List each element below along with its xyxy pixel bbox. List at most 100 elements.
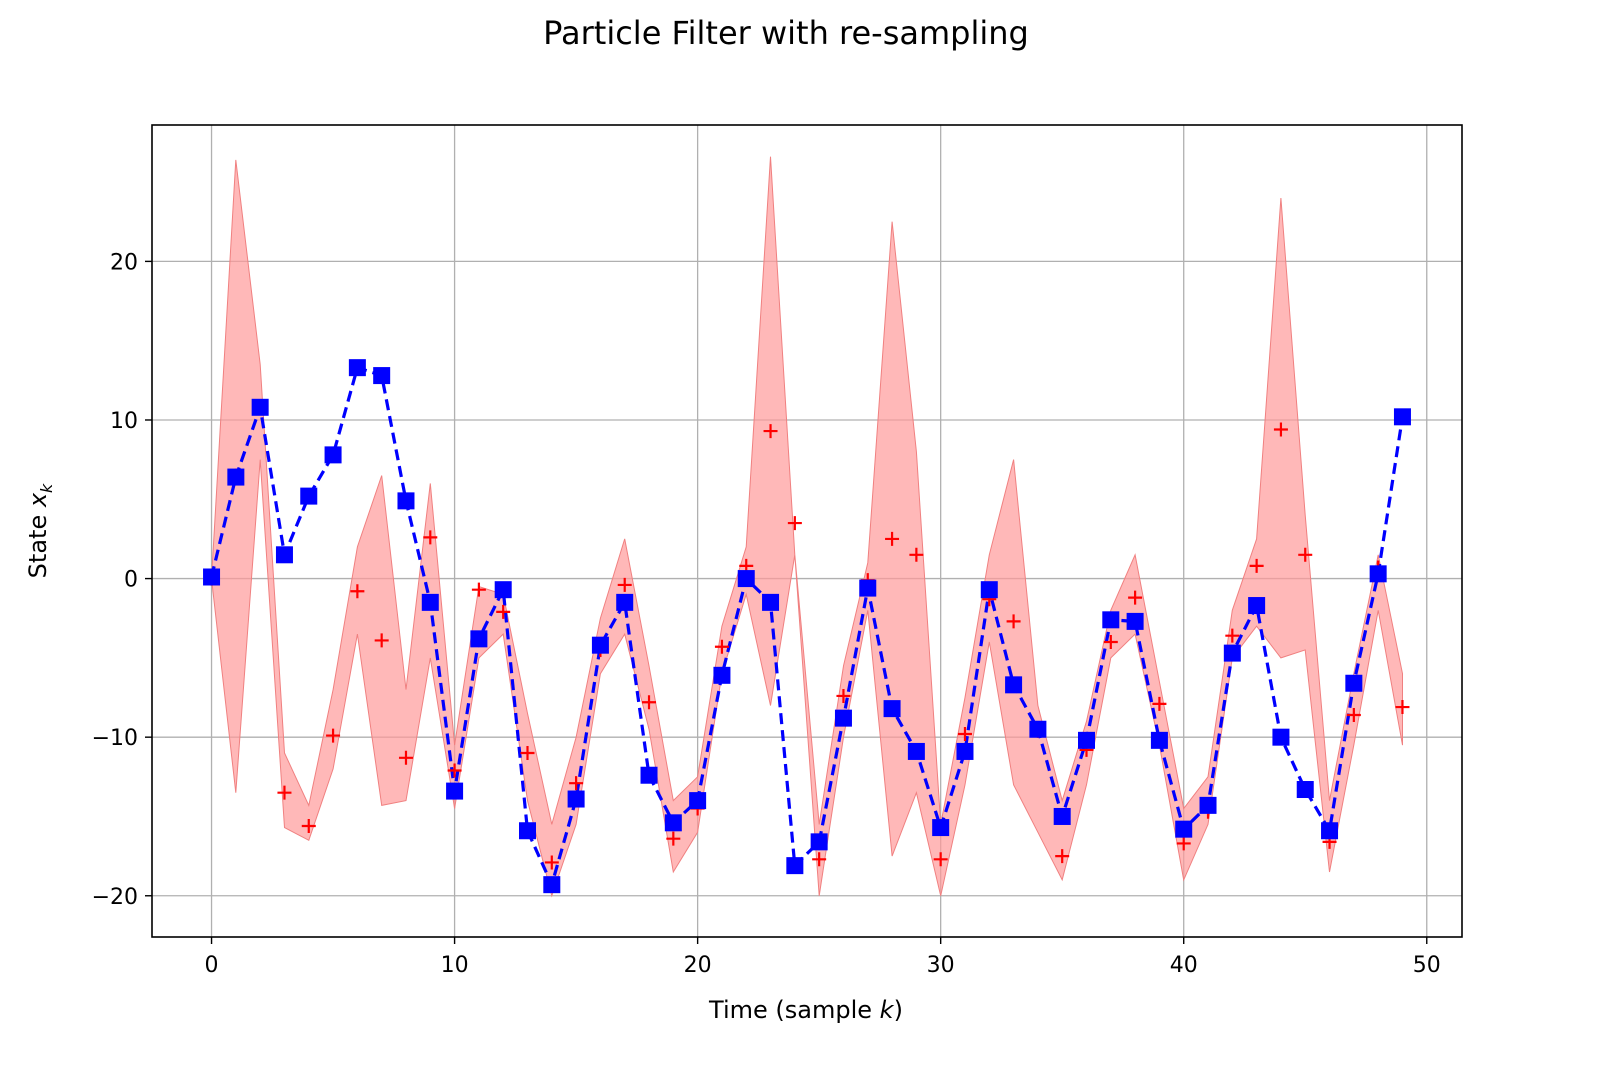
true-state-point [980, 581, 998, 599]
measurement-point [350, 584, 365, 599]
x-axis-label-var: k [880, 996, 895, 1024]
true-state-point [1296, 781, 1314, 799]
true-state-point [810, 833, 828, 851]
true-state-point [1223, 644, 1241, 662]
measurement-point [1055, 849, 1070, 864]
true-state-point [737, 570, 755, 588]
measurement-point [374, 633, 389, 648]
measurement-point [642, 695, 657, 710]
measurement-point [714, 639, 729, 654]
true-state-point [640, 766, 658, 784]
true-state-point [470, 630, 488, 648]
x-axis-label: Time (sample k) [708, 996, 903, 1024]
y-tick-label: −20 [92, 885, 138, 910]
measurement-point [909, 547, 924, 562]
y-axis-label: State xk [24, 483, 56, 578]
measurement-point [1128, 590, 1143, 605]
true-state-point [786, 857, 804, 875]
measurement-point [1298, 547, 1313, 562]
true-state-point [1150, 731, 1168, 749]
true-state-point [1102, 611, 1120, 629]
true-state-point [1005, 676, 1023, 694]
true-state-point [689, 792, 707, 810]
true-state-point [1248, 597, 1266, 615]
true-state-point [373, 367, 391, 385]
y-axis-ticks: −20 −10 0 10 20 [92, 250, 152, 910]
y-axis-label-sub: k [37, 483, 56, 493]
y-tick-label: 10 [110, 409, 138, 434]
true-state-point [227, 468, 245, 486]
measurement-point [957, 727, 972, 741]
y-axis-label-main: State [24, 507, 52, 578]
true-state-point [494, 581, 512, 599]
true-state-point [1345, 674, 1363, 692]
true-state-point [1199, 796, 1217, 814]
true-state-point [907, 742, 925, 760]
plot-area-frame [151, 124, 1463, 938]
x-tick-label: 10 [441, 953, 469, 978]
measurement-point [666, 831, 681, 846]
x-tick-label: 40 [1170, 953, 1198, 978]
measurement-point [1152, 696, 1167, 711]
measurement-point [1103, 635, 1118, 650]
measurement-point [885, 531, 900, 546]
true-state-point [664, 814, 682, 832]
true-state-point [1029, 720, 1047, 738]
true-state-point [203, 568, 221, 586]
y-tick-label: −10 [92, 726, 138, 751]
measurement-point [471, 582, 486, 597]
y-axis-label-var: x [24, 492, 52, 508]
measurement-point [1395, 700, 1410, 715]
measurement-point [447, 763, 462, 778]
true-state-point [1175, 820, 1193, 838]
measurement-point [398, 750, 413, 765]
measurement-point [787, 516, 802, 531]
measurement-point [1176, 836, 1191, 851]
x-tick-label: 0 [205, 953, 219, 978]
x-axis-label-main: Time (sample [708, 996, 880, 1024]
true-state-point [956, 742, 974, 760]
true-state-point [1393, 408, 1411, 426]
x-axis-label-close: ) [894, 996, 903, 1024]
true-state-point [251, 398, 269, 416]
y-tick-label: 20 [110, 250, 138, 275]
x-tick-label: 30 [927, 953, 955, 978]
measurement-point [1273, 422, 1288, 437]
true-state-point [300, 487, 318, 505]
true-state-point [616, 593, 634, 611]
measurement-point [544, 855, 559, 870]
measurement-point [301, 818, 316, 833]
true-state-point [348, 359, 366, 377]
measurement-markers [204, 400, 1410, 870]
measurement-point [933, 852, 948, 867]
measurement-point [423, 530, 438, 545]
measurement-point [1249, 558, 1264, 573]
true-state-point [519, 822, 537, 840]
true-state-point [932, 819, 950, 837]
measurement-point [836, 688, 851, 703]
true-state-point [324, 446, 342, 464]
true-state-point [421, 593, 439, 611]
true-state-point [397, 492, 415, 510]
true-state-point [713, 666, 731, 684]
true-state-point [859, 579, 877, 597]
measurement-point [812, 852, 827, 867]
x-tick-label: 50 [1413, 953, 1441, 978]
true-state-point [446, 782, 464, 800]
measurement-point [1225, 628, 1240, 643]
measurement-point [569, 776, 584, 791]
true-state-point [591, 636, 609, 654]
measurement-point [520, 746, 535, 761]
true-state-point [834, 709, 852, 727]
x-axis-ticks: 0 10 20 30 40 50 [205, 937, 1441, 978]
y-tick-label: 0 [124, 568, 138, 593]
true-state-point [1126, 612, 1144, 630]
measurement-point [1346, 707, 1361, 722]
true-state-point [543, 876, 561, 894]
true-state-point [883, 700, 901, 718]
true-state-point [1369, 565, 1387, 583]
measurement-point [326, 728, 341, 743]
true-state-point [275, 546, 293, 564]
